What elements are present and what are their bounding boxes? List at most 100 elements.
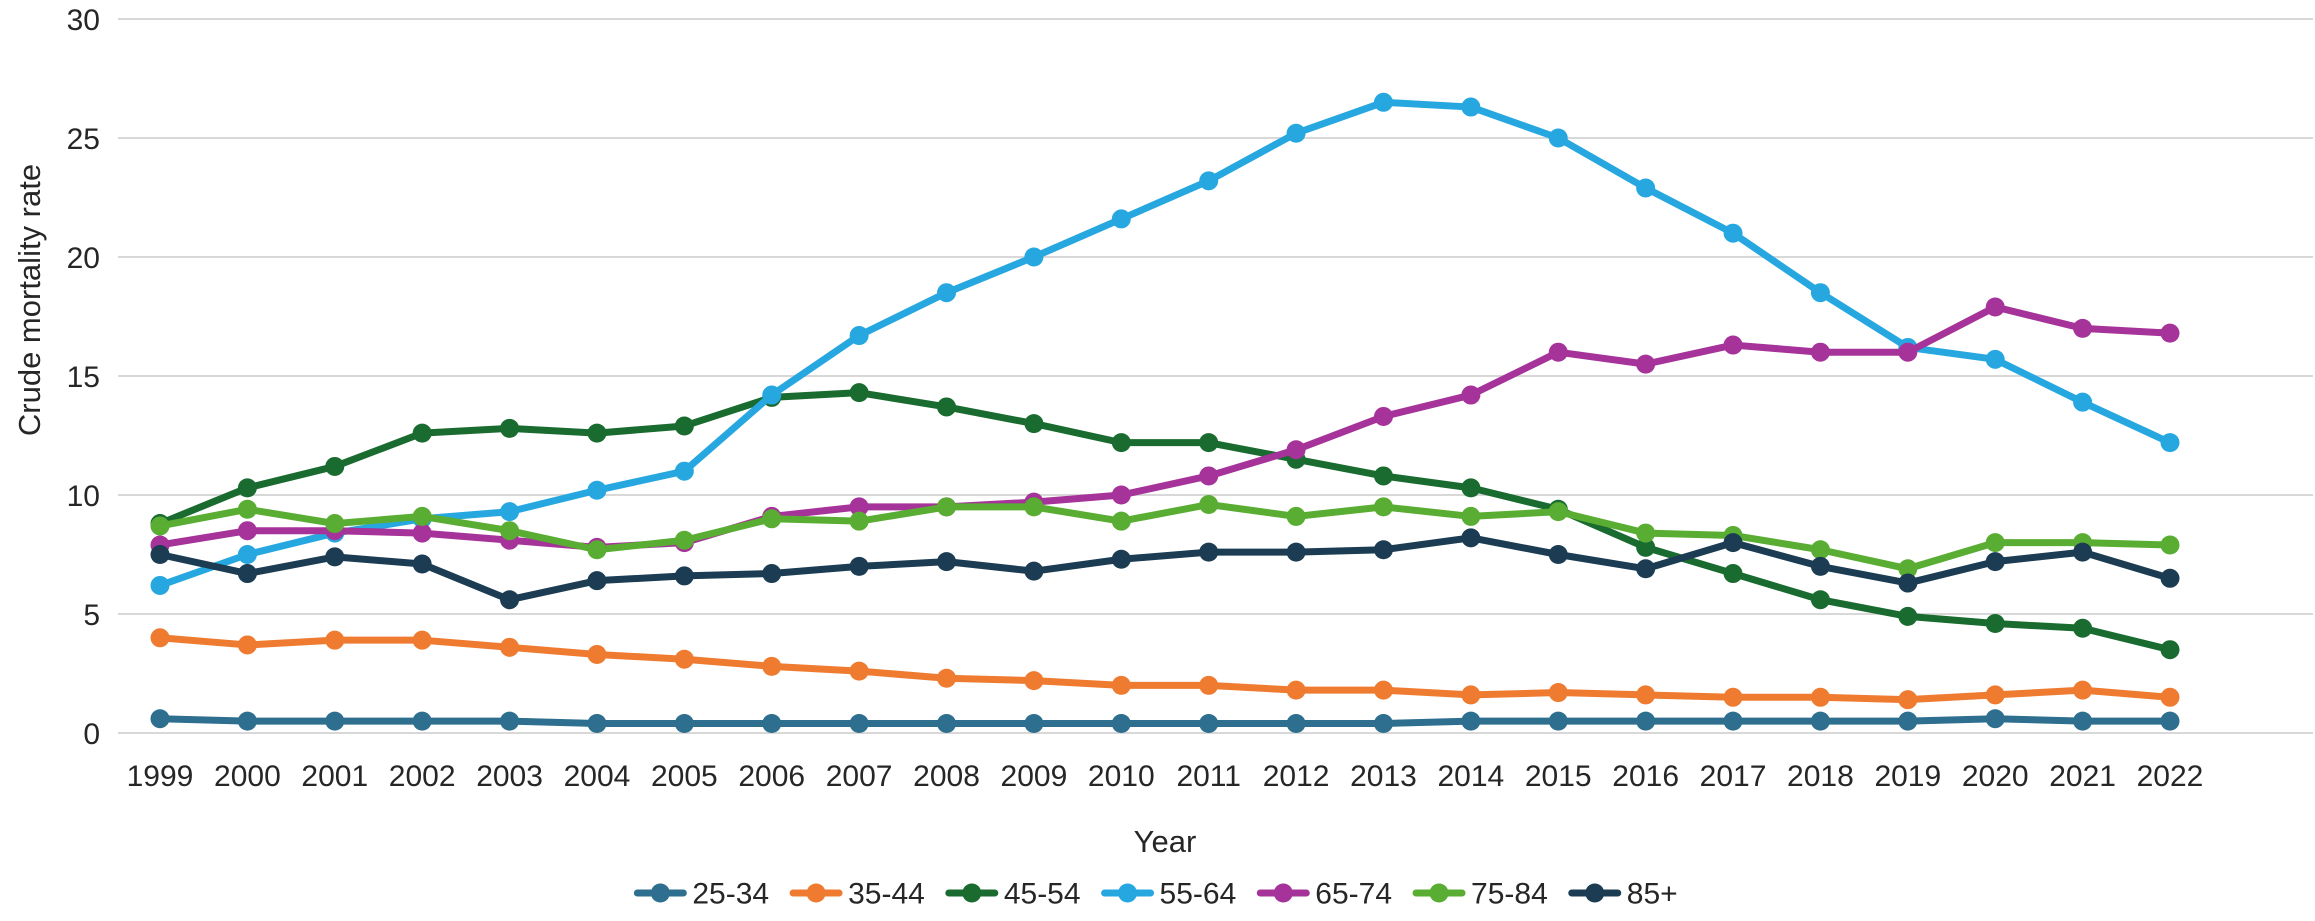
- data-point-85+-2010: [1111, 549, 1131, 569]
- data-point-25-34-2019: [1898, 711, 1918, 731]
- x-tick-label-2014: 2014: [1437, 760, 1504, 793]
- legend-marker-dot-65-74: [1273, 883, 1293, 903]
- x-tick-label-2002: 2002: [389, 760, 456, 793]
- legend-marker-dot-85+: [1585, 883, 1605, 903]
- data-point-35-44-2008: [937, 668, 957, 688]
- x-tick-label-2021: 2021: [2049, 760, 2116, 793]
- legend-marker-dot-25-34: [650, 883, 670, 903]
- data-point-75-84-2018: [1810, 540, 1830, 560]
- legend-marker-dot-55-64: [1118, 883, 1138, 903]
- data-point-25-34-1999: [150, 709, 170, 729]
- data-point-55-64-2016: [1636, 178, 1656, 198]
- data-point-75-84-2010: [1111, 511, 1131, 531]
- data-point-55-64-2018: [1810, 283, 1830, 303]
- data-point-45-54-2008: [937, 397, 957, 417]
- data-point-25-34-2009: [1024, 713, 1044, 733]
- x-tick-label-2006: 2006: [738, 760, 805, 793]
- data-point-65-74-2022: [2160, 323, 2180, 343]
- data-point-35-44-2015: [1548, 683, 1568, 703]
- data-point-45-54-2018: [1810, 590, 1830, 610]
- data-point-65-74-2014: [1461, 385, 1481, 405]
- data-point-45-54-2020: [1985, 614, 2005, 634]
- legend-item-65-74: 65-74: [1256, 878, 1392, 911]
- data-point-65-74-2015: [1548, 342, 1568, 362]
- data-point-25-34-2012: [1286, 713, 1306, 733]
- series-35-44: [150, 628, 2180, 710]
- data-point-75-84-2004: [587, 540, 607, 560]
- data-point-85+-2022: [2160, 568, 2180, 588]
- data-point-85+-2011: [1199, 542, 1219, 562]
- data-point-85+-2004: [587, 571, 607, 591]
- data-point-45-54-2011: [1199, 433, 1219, 453]
- data-point-65-74-2013: [1373, 406, 1393, 426]
- data-point-55-64-2021: [2073, 392, 2093, 412]
- series-25-34: [150, 709, 2180, 733]
- data-point-35-44-2013: [1373, 680, 1393, 700]
- data-point-25-34-2021: [2073, 711, 2093, 731]
- x-tick-label-2011: 2011: [1176, 760, 1241, 793]
- data-point-35-44-2000: [237, 635, 257, 655]
- legend: 25-34 35-44 45-54 55-64 65-74 75-84 85+: [633, 878, 1678, 911]
- data-point-35-44-2005: [674, 649, 694, 669]
- y-axis-title: Crude mortality rate: [12, 164, 47, 436]
- data-point-85+-2001: [325, 547, 345, 567]
- data-point-85+-2016: [1636, 559, 1656, 579]
- data-point-85+-2019: [1898, 573, 1918, 593]
- data-point-75-84-2002: [412, 506, 432, 526]
- data-point-65-74-2016: [1636, 354, 1656, 374]
- data-point-65-74-2011: [1199, 466, 1219, 486]
- y-tick-label-25: 25: [67, 123, 100, 156]
- x-axis-title: Year: [1134, 824, 1197, 859]
- data-point-65-74-2000: [237, 521, 257, 541]
- data-point-25-34-2006: [762, 713, 782, 733]
- data-point-55-64-2008: [937, 283, 957, 303]
- data-point-65-74-2017: [1723, 335, 1743, 355]
- data-point-65-74-2007: [849, 497, 869, 517]
- legend-marker-dot-45-54: [962, 883, 982, 903]
- data-point-55-64-1999: [150, 575, 170, 595]
- series-line-85+: [156, 534, 2174, 604]
- x-tick-label-2022: 2022: [2137, 760, 2204, 793]
- data-point-65-74-2021: [2073, 318, 2093, 338]
- data-point-75-84-2001: [325, 514, 345, 534]
- data-point-25-34-2013: [1373, 713, 1393, 733]
- data-point-45-54-2013: [1373, 466, 1393, 486]
- legend-label-75-84: 75-84: [1471, 878, 1548, 911]
- legend-item-55-64: 55-64: [1101, 878, 1236, 911]
- data-point-35-44-2020: [1985, 685, 2005, 705]
- data-point-75-84-2019: [1898, 559, 1918, 579]
- data-point-55-64-2015: [1548, 128, 1568, 148]
- data-point-35-44-2004: [587, 644, 607, 664]
- data-point-85+-1999: [150, 545, 170, 564]
- data-point-55-64-2014: [1461, 97, 1481, 117]
- data-point-35-44-2014: [1461, 685, 1481, 705]
- x-tick-label-2018: 2018: [1787, 760, 1854, 793]
- data-point-65-74-2018: [1810, 342, 1830, 362]
- data-point-25-34-2003: [500, 711, 520, 731]
- x-tick-label-2020: 2020: [1962, 760, 2029, 793]
- data-point-85+-2006: [762, 564, 782, 584]
- data-point-75-84-2011: [1199, 495, 1219, 515]
- data-point-35-44-2017: [1723, 687, 1743, 707]
- series-45-54: [150, 383, 2180, 660]
- x-tick-label-1999: 1999: [127, 760, 194, 793]
- data-point-75-84-1999: [150, 516, 170, 536]
- y-tick-label-0: 0: [83, 718, 100, 751]
- data-point-25-34-2001: [325, 711, 345, 731]
- data-point-55-64-2017: [1723, 223, 1743, 243]
- data-point-85+-2018: [1810, 556, 1830, 576]
- data-point-85+-2007: [849, 556, 869, 576]
- data-point-75-84-2003: [500, 521, 520, 541]
- data-point-35-44-2010: [1111, 675, 1131, 695]
- data-point-45-54-2004: [587, 423, 607, 443]
- data-point-85+-2021: [2073, 542, 2093, 562]
- data-point-45-54-2005: [674, 416, 694, 436]
- data-point-85+-2000: [237, 564, 257, 584]
- data-point-85+-2020: [1985, 552, 2005, 572]
- data-point-35-44-2009: [1024, 671, 1044, 691]
- data-point-25-34-2011: [1199, 713, 1219, 733]
- data-point-35-44-2002: [412, 630, 432, 650]
- data-point-35-44-2019: [1898, 690, 1918, 710]
- data-point-85+-2014: [1461, 528, 1481, 548]
